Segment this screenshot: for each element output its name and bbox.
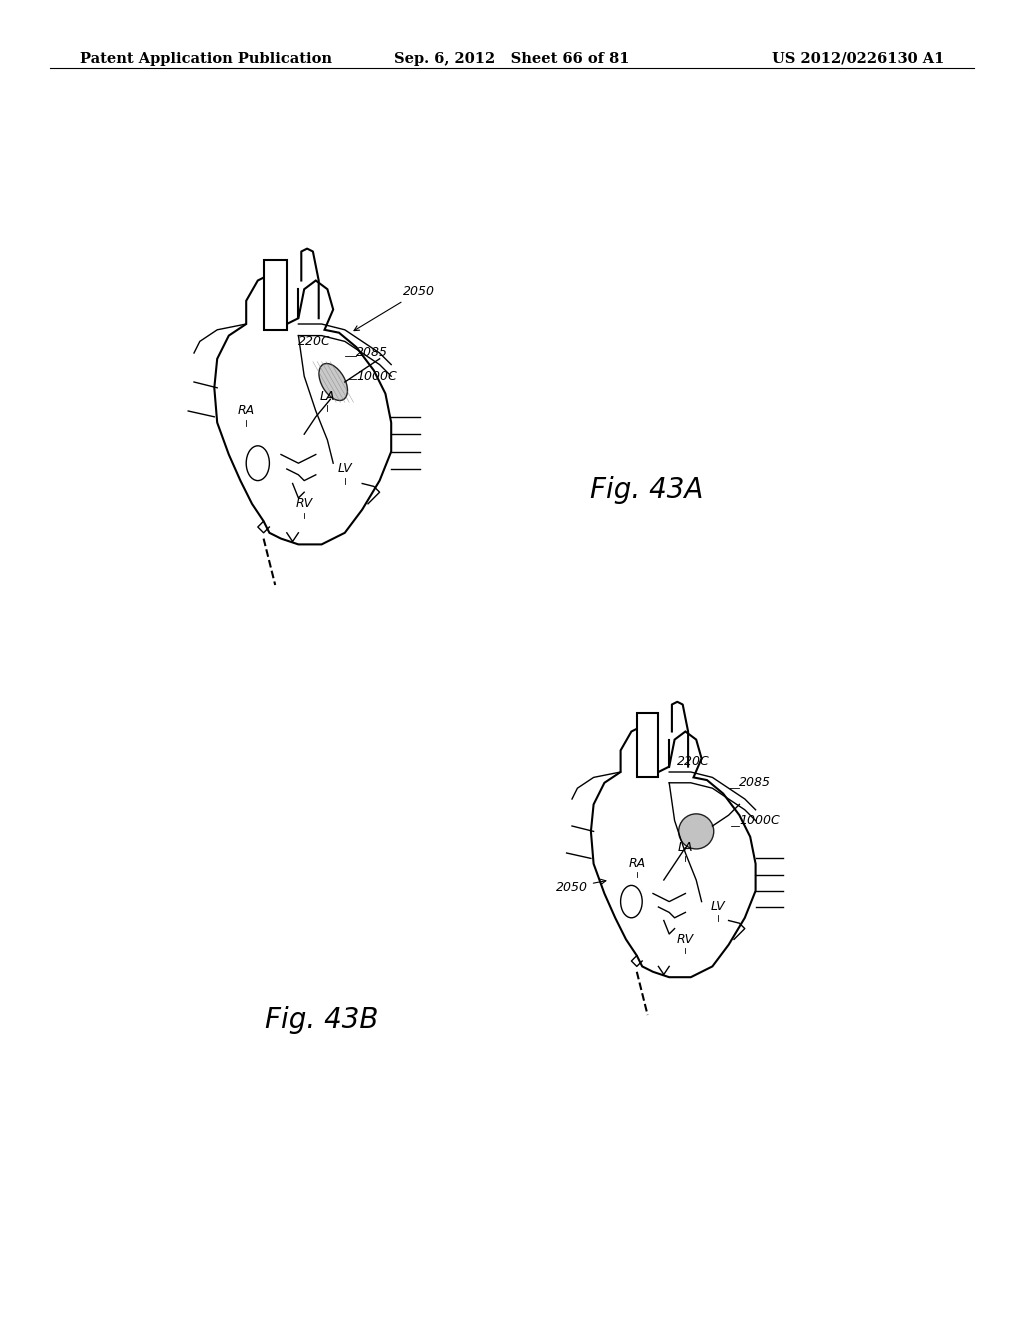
Text: Patent Application Publication: Patent Application Publication xyxy=(80,51,332,66)
Text: Fig. 43A: Fig. 43A xyxy=(590,477,703,504)
Text: 2085: 2085 xyxy=(356,346,388,359)
Text: LA: LA xyxy=(678,841,693,854)
Text: RV: RV xyxy=(296,498,312,511)
Text: 220C: 220C xyxy=(298,335,331,348)
Text: 2050: 2050 xyxy=(354,285,435,330)
Text: RA: RA xyxy=(238,404,255,417)
Polygon shape xyxy=(263,260,287,330)
Text: 220C: 220C xyxy=(677,755,710,768)
Text: 2050: 2050 xyxy=(556,879,606,894)
Text: LV: LV xyxy=(711,900,725,913)
Ellipse shape xyxy=(679,814,714,849)
Text: LV: LV xyxy=(338,462,352,475)
Text: 1000C: 1000C xyxy=(356,370,397,383)
Text: Fig. 43B: Fig. 43B xyxy=(265,1006,379,1034)
Text: RA: RA xyxy=(629,857,645,870)
Ellipse shape xyxy=(318,363,347,400)
Text: LA: LA xyxy=(319,389,335,403)
Text: RV: RV xyxy=(677,933,694,946)
Text: Sep. 6, 2012   Sheet 66 of 81: Sep. 6, 2012 Sheet 66 of 81 xyxy=(394,51,630,66)
Polygon shape xyxy=(637,713,658,777)
Text: US 2012/0226130 A1: US 2012/0226130 A1 xyxy=(772,51,944,66)
Text: 2085: 2085 xyxy=(739,776,771,789)
Text: 1000C: 1000C xyxy=(739,814,780,828)
